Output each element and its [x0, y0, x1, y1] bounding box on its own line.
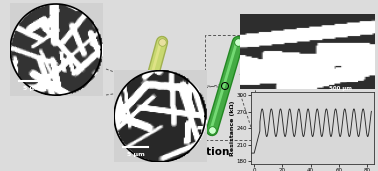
Text: 5 μm: 5 μm	[23, 86, 40, 91]
Text: 5 μm: 5 μm	[127, 153, 144, 157]
Text: 500 μm: 500 μm	[328, 86, 352, 91]
Text: PCL nanofibrous
yarn: PCL nanofibrous yarn	[11, 10, 73, 29]
Bar	[205, 35, 255, 140]
Y-axis label: Resistance (kΩ): Resistance (kΩ)	[230, 101, 235, 156]
Text: Aniline
polymerization: Aniline polymerization	[141, 135, 229, 157]
